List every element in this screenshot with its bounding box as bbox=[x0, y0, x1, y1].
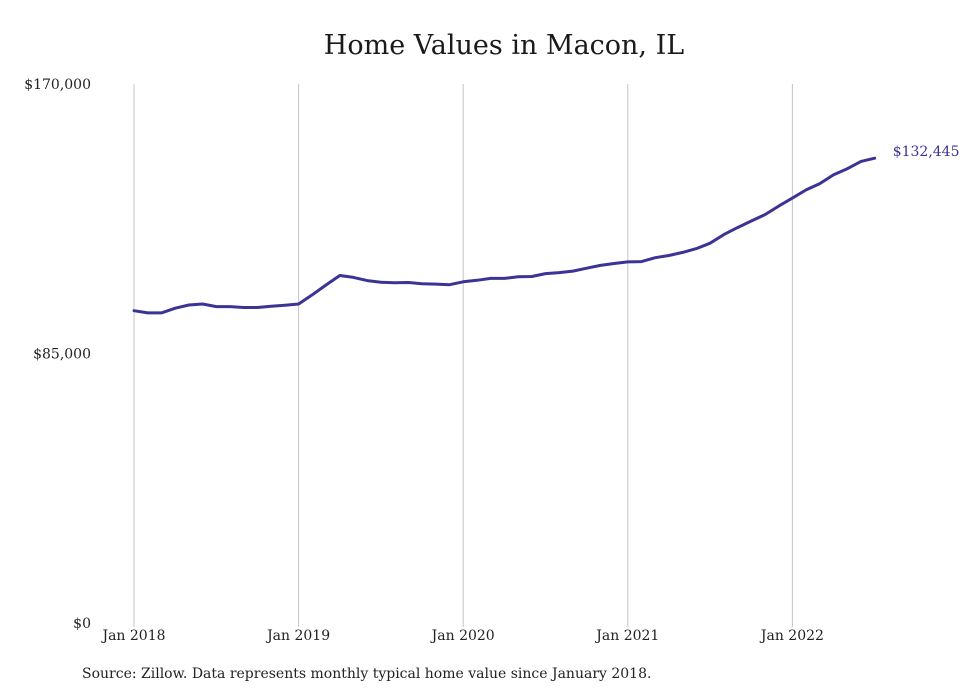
chart-title: Home Values in Macon, IL bbox=[323, 30, 685, 61]
series-line bbox=[132, 156, 877, 315]
x-tick-label: Jan 2018 bbox=[100, 628, 165, 644]
source-note: Source: Zillow. Data represents monthly … bbox=[82, 666, 652, 682]
gridlines bbox=[133, 84, 793, 627]
x-tick-label: Jan 2020 bbox=[430, 628, 495, 644]
end-value-label: $132,445 bbox=[893, 144, 960, 160]
y-tick-label: $85,000 bbox=[33, 347, 91, 363]
x-tick-label: Jan 2019 bbox=[265, 628, 330, 644]
y-tick-label: $0 bbox=[73, 616, 91, 632]
x-axis-tick-labels: Jan 2018 Jan 2019 Jan 2020 Jan 2021 Jan 2022 bbox=[100, 628, 823, 644]
y-axis-tick-labels: $0 $85,000 $170,000 bbox=[24, 77, 91, 632]
x-tick-label: Jan 2021 bbox=[594, 628, 659, 644]
end-labels: $132,445 bbox=[893, 144, 960, 160]
y-tick-label: $170,000 bbox=[24, 77, 91, 93]
series-layer bbox=[132, 156, 877, 315]
x-tick-label: Jan 2022 bbox=[759, 628, 824, 644]
